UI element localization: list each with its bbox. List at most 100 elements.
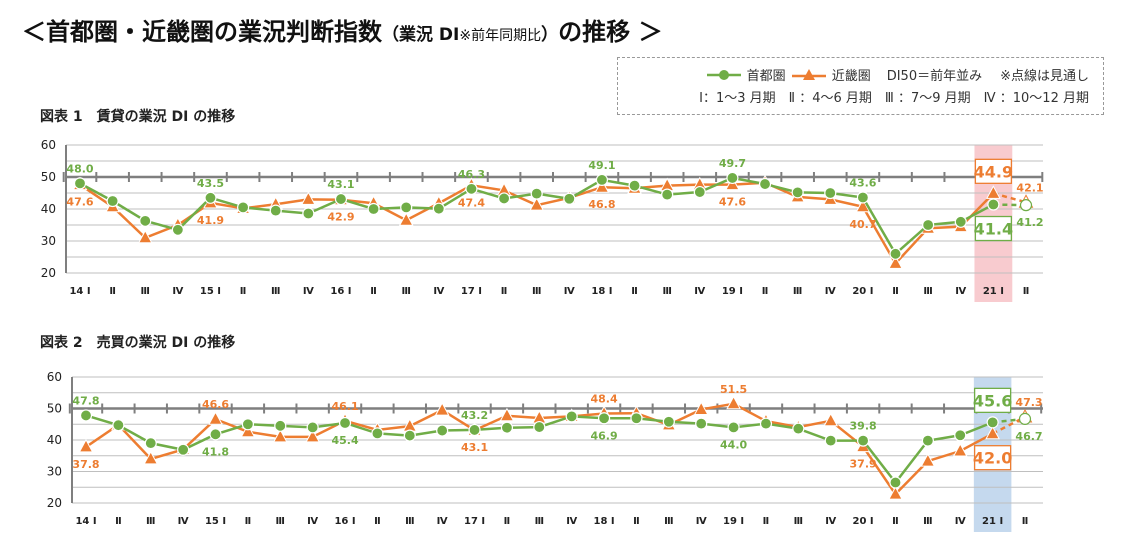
legend-quarters: Ⅰ：1〜3 月期 Ⅱ ：4〜6 月期 Ⅲ ：7〜9 月期 Ⅳ ：10〜12 月期: [699, 91, 1089, 106]
data-point-tokyo: [856, 191, 869, 204]
data-label: 47.8: [72, 394, 99, 407]
x-tick-label: Ⅱ: [245, 516, 252, 527]
data-label: 42.1: [1016, 181, 1043, 194]
data-point-kinki: [823, 412, 839, 427]
data-point-kinki: [985, 425, 1000, 440]
data-point-kinki: [952, 442, 968, 457]
chart-1: 20 30 40 50 60 14 Ⅰ Ⅱ Ⅲ Ⅳ 15 Ⅰ Ⅱ Ⅲ Ⅳ 16 Ⅰ Ⅱ Ⅲ Ⅳ 17 Ⅰ Ⅱ Ⅲ Ⅳ 18…: [41, 138, 1044, 302]
data-point-kinki: [594, 179, 610, 193]
x-tick-label: Ⅳ: [694, 286, 705, 297]
y-tick-label: 30: [41, 234, 56, 248]
x-tick-label: Ⅲ: [276, 516, 285, 527]
x-tick-label: Ⅱ: [762, 286, 769, 297]
legend-box: 首都圏 近畿圏 DI50＝前年並み ※点線は見通し Ⅰ：1〜3 月期 Ⅱ ：4〜…: [617, 57, 1104, 115]
data-point-tokyo: [533, 420, 546, 434]
data-label: 41.9: [197, 214, 224, 227]
data-point-kinki: [78, 438, 94, 453]
x-tick-label: Ⅳ: [955, 286, 966, 297]
data-point-tokyo: [465, 182, 478, 195]
x-tick-label: 19 Ⅰ: [722, 286, 743, 297]
data-point-tokyo: [889, 476, 902, 489]
data-label: 46.3: [458, 168, 485, 181]
data-label: 44.9: [974, 162, 1013, 181]
x-tick-label: Ⅱ: [633, 516, 640, 527]
data-point-tokyo: [171, 223, 184, 236]
data-point-tokyo: [726, 171, 739, 185]
x-tick-label: 21 Ⅰ: [982, 516, 1003, 527]
data-point-kinki: [208, 411, 223, 425]
legend-kinki: 近畿圏: [831, 69, 871, 84]
x-tick-label: 21 Ⅰ: [983, 286, 1004, 297]
data-label: 49.1: [588, 159, 615, 172]
data-label: 47.3: [1015, 396, 1042, 409]
data-label: 48.0: [66, 162, 93, 175]
data-label: 43.1: [327, 178, 354, 191]
data-point-tokyo: [597, 412, 611, 425]
data-point-tokyo: [889, 247, 902, 260]
x-tick-label: 16 Ⅰ: [334, 516, 355, 527]
x-tick-label: 14 Ⅰ: [69, 286, 90, 297]
x-tick-label: 16 Ⅰ: [330, 286, 351, 297]
y-tick-label: 60: [47, 370, 62, 384]
x-tick-label: Ⅱ: [504, 516, 511, 527]
x-tick-label: Ⅳ: [825, 516, 836, 527]
data-point-kinki: [986, 185, 1001, 199]
data-point-tokyo: [824, 434, 837, 447]
data-point-tokyo: [921, 434, 934, 447]
x-tick-label: Ⅲ: [923, 286, 932, 297]
data-label-box: [974, 215, 1013, 242]
data-label: 49.7: [719, 157, 746, 170]
x-tick-label: Ⅳ: [564, 286, 575, 297]
x-tick-label: Ⅱ: [892, 286, 899, 297]
x-tick-label: Ⅳ: [303, 286, 314, 297]
data-point-tokyo: [500, 421, 514, 434]
data-point-tokyo: [241, 418, 254, 431]
data-label: 45.4: [331, 434, 358, 447]
x-tick-label: Ⅲ: [793, 286, 802, 297]
x-tick-label: Ⅲ: [146, 516, 155, 527]
data-point-tokyo: [204, 191, 217, 204]
data-point-kinki: [305, 428, 320, 443]
data-label: 46.9: [590, 429, 617, 442]
title-main-end: の推移 ＞: [558, 18, 663, 46]
y-tick-label: 50: [41, 170, 56, 184]
data-point-tokyo: [792, 422, 805, 435]
data-point-tokyo: [758, 177, 772, 191]
data-point-tokyo: [177, 443, 190, 456]
legend-tokyo: 首都圏: [746, 69, 786, 84]
x-tick-label: Ⅲ: [923, 516, 932, 527]
data-point-tokyo: [209, 428, 222, 441]
data-point-tokyo: [791, 186, 804, 199]
x-tick-label: Ⅱ: [763, 516, 770, 527]
data-label-box: [973, 445, 1012, 471]
y-tick-label: 40: [41, 202, 56, 216]
data-point-tokyo: [269, 204, 282, 217]
data-point-tokyo: [371, 427, 384, 440]
data-point-tokyo: [759, 417, 773, 430]
data-point-tokyo: [661, 188, 674, 201]
x-tick-label: Ⅱ: [370, 286, 377, 297]
forecast-line-kinki: [993, 192, 1027, 204]
title-note: ※前年同期比: [459, 28, 542, 44]
data-point-tokyo: [954, 429, 967, 442]
x-tick-label: Ⅱ: [501, 286, 508, 297]
data-point-tokyo: [497, 192, 511, 205]
data-point-tokyo: [727, 421, 740, 434]
x-tick-label: Ⅲ: [532, 286, 541, 297]
data-point-kinki: [434, 402, 450, 416]
data-label: 43.1: [461, 441, 488, 454]
data-point-kinki: [272, 428, 288, 443]
data-point-kinki: [240, 423, 256, 438]
data-label: 43.2: [461, 409, 488, 422]
data-point-tokyo: [106, 194, 119, 208]
x-tick-label: Ⅳ: [172, 286, 183, 297]
data-point-tokyo: [824, 186, 837, 200]
data-point-tokyo: [468, 423, 481, 437]
data-label: 46.1: [331, 400, 358, 413]
x-tick-label: Ⅱ: [109, 286, 116, 297]
data-point-tokyo: [338, 416, 352, 430]
data-label: 42.0: [973, 449, 1012, 468]
data-label: 37.8: [72, 458, 99, 471]
data-point-tokyo: [530, 187, 543, 200]
